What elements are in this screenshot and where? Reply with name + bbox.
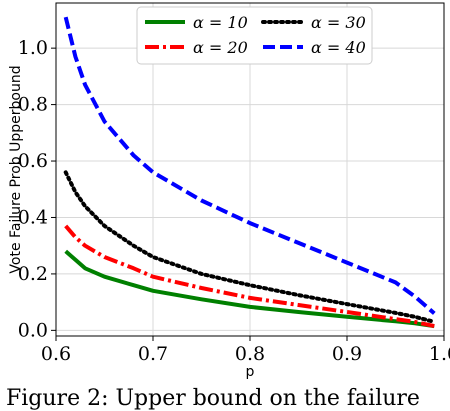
series-line-2 bbox=[64, 224, 435, 329]
x-tick-label: 0.8 bbox=[235, 343, 265, 365]
x-tick-label: 0.6 bbox=[41, 343, 71, 365]
y-tick-label: 0.2 bbox=[18, 263, 48, 285]
legend-label: α = 10 bbox=[193, 13, 248, 32]
x-tick-label: 0.9 bbox=[332, 343, 362, 365]
y-tick-label: 0.8 bbox=[18, 94, 48, 116]
x-tick-label: 1.0 bbox=[429, 343, 450, 365]
legend: α = 10 α = 30 α = 20 α = 40 bbox=[136, 6, 373, 65]
series-line-3 bbox=[63, 170, 437, 324]
y-tick-label: 0.4 bbox=[18, 206, 48, 228]
legend-label: α = 30 bbox=[311, 13, 366, 32]
x-axis-label: p bbox=[246, 364, 255, 380]
series-line-1 bbox=[64, 249, 435, 329]
line-chart: 0.6 0.7 0.8 0.9 1.0 0.0 0.2 0.4 0.6 0.8 1.0 p Vote… bbox=[8, 2, 450, 380]
y-tick-label: 0.6 bbox=[18, 150, 48, 172]
axis-ticks: 0.6 0.7 0.8 0.9 1.0 0.0 0.2 0.4 0.6 0.8 1.0 bbox=[18, 37, 450, 365]
legend-label: α = 40 bbox=[311, 38, 366, 57]
series-lines bbox=[63, 16, 437, 329]
legend-box bbox=[136, 6, 373, 65]
legend-label: α = 20 bbox=[193, 38, 248, 57]
series-line-4 bbox=[63, 16, 436, 315]
y-tick-label: 1.0 bbox=[18, 37, 48, 59]
figure-caption: Figure 2: Upper bound on the failure bbox=[6, 386, 420, 411]
y-axis-label: Vote Failure Prob Upperbound bbox=[8, 65, 24, 273]
x-tick-label: 0.7 bbox=[138, 343, 168, 365]
y-tick-label: 0.0 bbox=[18, 319, 48, 341]
